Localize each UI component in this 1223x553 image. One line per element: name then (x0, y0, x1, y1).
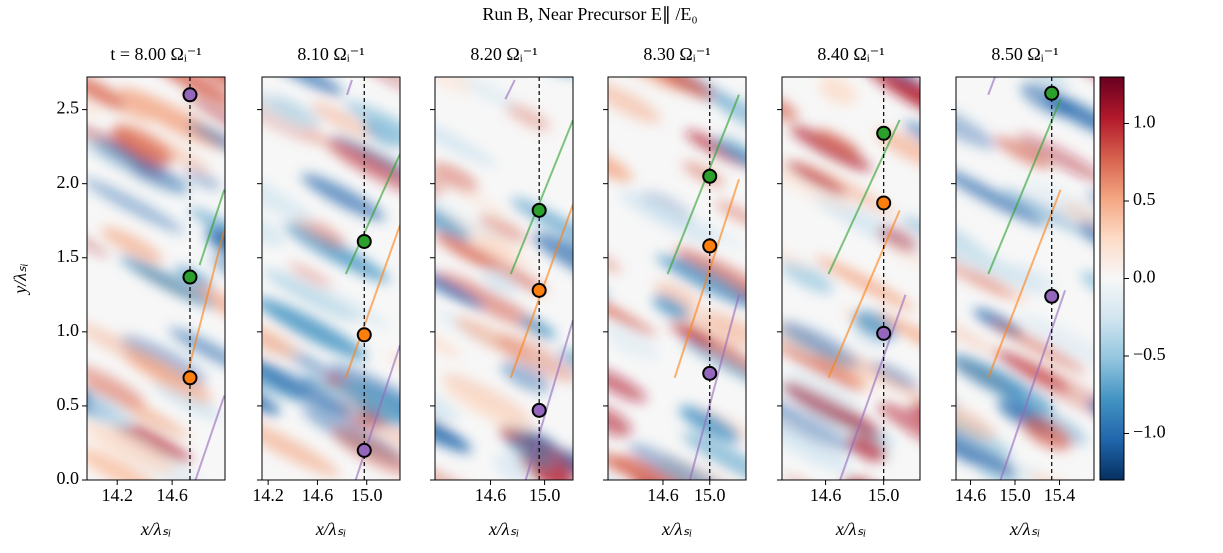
x-axis-label: x/λₛᵢ (488, 519, 520, 539)
panel-frame (434, 76, 574, 481)
x-axis-label: x/λₛᵢ (1009, 519, 1041, 539)
y-axis-label: y/λₛᵢ (10, 263, 30, 296)
colorbar-tick-label: 1.0 (1133, 112, 1156, 132)
panel (87, 77, 225, 480)
trajectory (186, 229, 225, 376)
trajectory (987, 77, 996, 96)
trajectory (839, 294, 907, 480)
trajectory (524, 319, 573, 480)
trajectory (666, 94, 740, 275)
x-tick-label: 14.6 (302, 485, 334, 505)
x-tick-label: 15.0 (351, 485, 383, 505)
y-tick-label: 2.5 (57, 98, 80, 118)
trajectory (346, 79, 353, 96)
y-tick-label: 1.5 (57, 246, 80, 266)
trajectory (827, 119, 901, 275)
heatmap-texture (262, 77, 400, 477)
trajectory (504, 79, 516, 100)
y-tick-label: 2.0 (57, 172, 80, 192)
x-tick-label: 14.6 (156, 485, 188, 505)
trajectory (999, 290, 1067, 480)
colorbar-tick-label: 0.0 (1133, 267, 1156, 287)
y-tick-label: 0.5 (57, 394, 80, 414)
heatmap-texture (608, 77, 746, 480)
panel-title: t = 8.00 Ωᵢ⁻¹ (110, 44, 201, 64)
x-tick-label: 14.6 (475, 485, 507, 505)
marker (876, 125, 892, 141)
panel-title: 8.10 Ωᵢ⁻¹ (297, 44, 364, 64)
panel-frame (607, 76, 747, 481)
marker (182, 87, 198, 103)
figure-title: Run B, Near Precursor E∥ /E₀ (482, 4, 697, 24)
trajectory (987, 189, 1062, 379)
x-tick-label: 15.0 (694, 485, 726, 505)
panel-title: 8.50 Ωᵢ⁻¹ (991, 44, 1058, 64)
x-tick-label: 14.6 (647, 485, 679, 505)
heatmap-texture (87, 77, 225, 480)
marker (702, 168, 718, 184)
marker (356, 233, 372, 249)
marker (1044, 85, 1060, 101)
colorbar-tick-label: 0.5 (1133, 189, 1156, 209)
marker (356, 327, 372, 343)
panel-frame (261, 76, 401, 481)
x-tick-label: 14.6 (810, 485, 842, 505)
trajectory (987, 98, 1062, 275)
marker (702, 238, 718, 254)
panel-frame (781, 76, 921, 481)
trajectory (509, 119, 573, 275)
trajectory (688, 294, 740, 480)
x-tick-label: 15.0 (529, 485, 561, 505)
trajectory (673, 178, 740, 379)
marker (182, 370, 198, 386)
x-axis-label: x/λₛᵢ (661, 519, 693, 539)
colorbar-tick-label: −0.5 (1133, 344, 1166, 364)
x-axis-label: x/λₛᵢ (140, 519, 172, 539)
x-tick-label: 15.4 (1044, 485, 1076, 505)
heatmap-texture (435, 77, 573, 480)
panel-frame (955, 76, 1095, 481)
trajectory (827, 209, 901, 379)
panel (435, 77, 573, 480)
trajectory (194, 395, 225, 480)
colorbar-tick-label: −1.0 (1133, 422, 1166, 442)
panel-title: 8.30 Ωᵢ⁻¹ (643, 44, 710, 64)
trajectory (344, 224, 400, 379)
y-tick-label: 0.0 (57, 468, 80, 488)
x-tick-label: 15.0 (868, 485, 900, 505)
marker (1044, 288, 1060, 304)
marker (876, 325, 892, 341)
marker (876, 195, 892, 211)
x-axis-label: x/λₛᵢ (315, 519, 347, 539)
x-axis-label: x/λₛᵢ (835, 519, 867, 539)
x-tick-label: 14.6 (955, 485, 987, 505)
panel-frame (86, 76, 226, 481)
x-tick-label: 14.2 (101, 485, 133, 505)
marker (531, 282, 547, 298)
marker (356, 442, 372, 458)
panel (262, 77, 400, 480)
panel-title: 8.20 Ωᵢ⁻¹ (470, 44, 537, 64)
y-tick-label: 1.0 (57, 320, 80, 340)
marker (531, 202, 547, 218)
x-tick-label: 15.0 (999, 485, 1031, 505)
trajectory (344, 153, 400, 275)
panel (782, 77, 920, 480)
heatmap-texture (782, 77, 920, 480)
panel (608, 77, 746, 480)
marker (702, 365, 718, 381)
marker (182, 269, 198, 285)
panel-title: 8.40 Ωᵢ⁻¹ (817, 44, 884, 64)
trajectory (198, 189, 225, 266)
marker (531, 402, 547, 418)
x-tick-label: 14.2 (252, 485, 284, 505)
colorbar (1099, 76, 1125, 481)
